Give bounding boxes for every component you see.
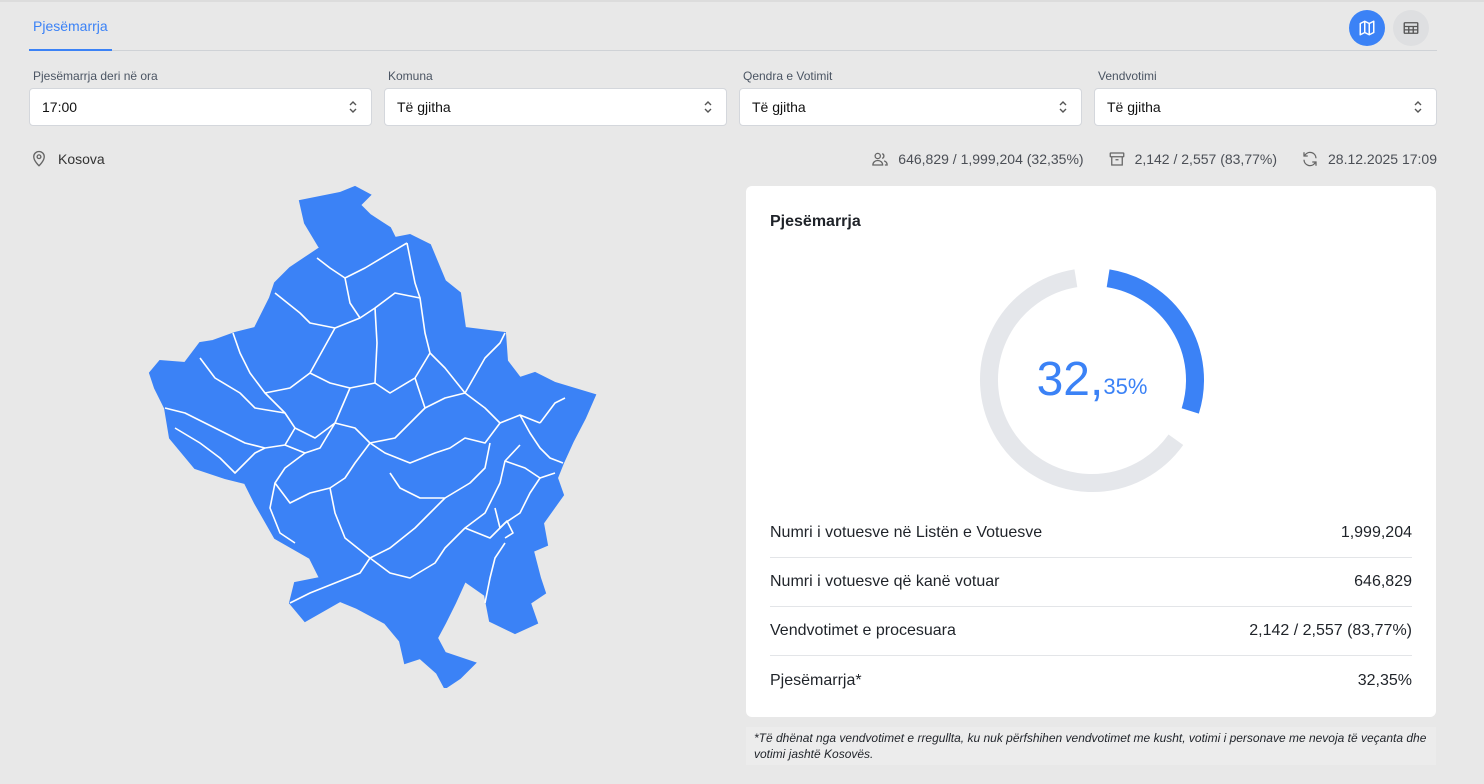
card-title: Pjesëmarrja — [770, 213, 861, 230]
stations-stat-value: 2,142 / 2,557 (83,77%) — [1134, 151, 1277, 167]
hour-select[interactable]: 17:00 — [29, 88, 372, 126]
location-breadcrumb: Kosova — [30, 150, 105, 168]
voting-center-select-value: Të gjitha — [752, 99, 806, 115]
row-label: Numri i votuesve që kanë votuar — [770, 573, 1000, 590]
filter-voting-center: Qendra e Votimit Të gjitha — [739, 68, 1082, 126]
table-view-button[interactable] — [1393, 10, 1429, 46]
filter-hour-label: Pjesëmarrja deri në ora — [33, 69, 158, 83]
chevron-updown-icon — [704, 101, 712, 113]
table-row: Numri i votuesve që kanë votuar 646,829 — [770, 558, 1412, 607]
filter-polling-station: Vendvotimi Të gjitha — [1094, 68, 1437, 126]
location-pin-icon — [33, 150, 45, 167]
voters-stat: 646,829 / 1,999,204 (32,35%) — [871, 150, 1084, 168]
filter-polling-station-label: Vendvotimi — [1098, 69, 1157, 83]
turnout-percent: 32, 35% — [972, 260, 1212, 500]
municipality-select-value: Të gjitha — [397, 99, 451, 115]
table-row: Numri i votuesve në Listën e Votuesve 1,… — [770, 509, 1412, 558]
chevron-updown-icon — [349, 101, 357, 113]
polling-station-select[interactable]: Të gjitha — [1094, 88, 1437, 126]
chevron-updown-icon — [1059, 101, 1067, 113]
polling-station-select-value: Të gjitha — [1107, 99, 1161, 115]
filter-hour: Pjesëmarrja deri në ora 17:00 — [29, 68, 372, 126]
row-value: 2,142 / 2,557 (83,77%) — [1249, 622, 1412, 639]
summary-stats: 646,829 / 1,999,204 (32,35%) 2,142 / 2,5… — [871, 150, 1437, 168]
row-label: Numri i votuesve në Listën e Votuesve — [770, 524, 1043, 541]
map-icon — [1359, 20, 1375, 36]
voting-center-select[interactable]: Të gjitha — [739, 88, 1082, 126]
row-label: Pjesëmarrja* — [770, 671, 862, 689]
table-row: Pjesëmarrja* 32,35% — [770, 656, 1412, 705]
filter-municipality-label: Komuna — [388, 69, 433, 83]
chevron-updown-icon — [1414, 101, 1422, 113]
updated-stat: 28.12.2025 17:09 — [1301, 150, 1437, 168]
updated-stat-value: 28.12.2025 17:09 — [1328, 151, 1437, 167]
table-row: Vendvotimet e procesuara 2,142 / 2,557 (… — [770, 607, 1412, 656]
row-value: 646,829 — [1354, 573, 1412, 590]
map-outline — [148, 185, 597, 690]
hour-select-value: 17:00 — [42, 99, 78, 115]
municipality-select[interactable]: Të gjitha — [384, 88, 727, 126]
turnout-card: Pjesëmarrja 32, 35% Numri i votuesve në L… — [746, 186, 1436, 717]
table-icon — [1403, 22, 1419, 34]
users-icon — [872, 152, 889, 166]
filter-voting-center-label: Qendra e Votimit — [743, 69, 833, 83]
turnout-donut-chart — [980, 269, 1204, 492]
footnote: *Të dhënat nga vendvotimet e rregullta, … — [746, 727, 1436, 765]
voters-stat-value: 646,829 / 1,999,204 (32,35%) — [898, 151, 1084, 167]
turnout-percent-decimal: 35% — [1103, 374, 1148, 399]
map-view-button[interactable] — [1349, 10, 1385, 46]
refresh-icon — [1303, 151, 1317, 167]
stations-stat: 2,142 / 2,557 (83,77%) — [1108, 150, 1277, 168]
donut-remaining-segment — [980, 269, 1184, 492]
filter-municipality: Komuna Të gjitha — [384, 68, 727, 126]
municipality-borders — [164, 242, 566, 604]
row-value: 32,35% — [1357, 671, 1412, 689]
location-label: Kosova — [58, 151, 105, 167]
ballot-box-icon — [1109, 152, 1124, 166]
row-label: Vendvotimet e procesuara — [770, 622, 956, 639]
turnout-percent-integer: 32, — [1036, 353, 1104, 406]
tab-pjesemarrja[interactable]: Pjesëmarrja — [29, 10, 112, 51]
tab-bar: Pjesëmarrja — [29, 10, 1437, 51]
top-border — [0, 0, 1484, 2]
donut-turnout-segment — [1106, 269, 1204, 414]
stats-table: Numri i votuesve në Listën e Votuesve 1,… — [770, 509, 1412, 705]
kosovo-map — [145, 183, 605, 690]
row-value: 1,999,204 — [1340, 524, 1412, 541]
